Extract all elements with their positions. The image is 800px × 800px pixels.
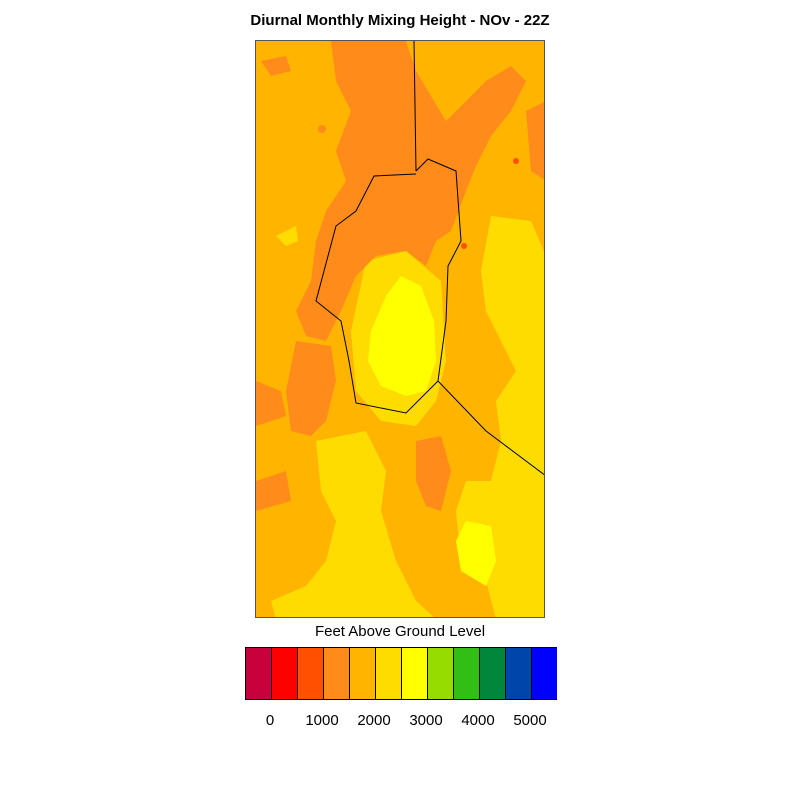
field-red-dot-2: [513, 158, 519, 164]
chart-title: Diurnal Monthly Mixing Height - NOv - 22…: [250, 12, 550, 29]
tick-label: 5000: [513, 712, 547, 729]
colorbar-swatch: [375, 647, 402, 700]
field-orange-southeast: [416, 436, 451, 511]
contour-map: [255, 40, 545, 618]
field-gold-small: [276, 226, 298, 246]
tick-label: 4000: [461, 712, 495, 729]
tick-label: 2000: [357, 712, 391, 729]
boundary-southeast-line: [437, 380, 544, 476]
colorbar-swatch: [427, 647, 454, 700]
tick-label: 3000: [409, 712, 443, 729]
colorbar: [245, 647, 557, 700]
field-orange-north: [296, 41, 526, 341]
legend-title: Feet Above Ground Level: [314, 623, 486, 640]
colorbar-swatch: [531, 647, 557, 700]
field-yellow-core: [368, 276, 436, 396]
colorbar-swatch: [323, 647, 350, 700]
boundary-county-outline: [315, 158, 462, 414]
field-orange-edge-west: [256, 381, 286, 426]
field-red-dot-3: [461, 243, 467, 249]
field-gold-south: [271, 431, 434, 617]
field-orange-northeast: [526, 102, 544, 180]
boundary-north-line: [413, 41, 417, 172]
tick-label: 0: [265, 712, 275, 729]
field-orange-west: [286, 341, 336, 436]
colorbar-swatch: [401, 647, 428, 700]
colorbar-swatch: [453, 647, 480, 700]
field-orange-southwest: [256, 471, 291, 511]
field-red-dot-1: [318, 125, 326, 133]
colorbar-swatch: [479, 647, 506, 700]
colorbar-swatch: [245, 647, 272, 700]
colorbar-swatch: [505, 647, 532, 700]
contour-map-svg: [256, 41, 544, 617]
colorbar-swatch: [349, 647, 376, 700]
colorbar-swatch: [297, 647, 324, 700]
tick-label: 1000: [305, 712, 339, 729]
field-yellow-south: [456, 521, 496, 586]
field-gold-east: [456, 216, 544, 617]
field-orange-nw-blob: [261, 56, 291, 76]
colorbar-swatch: [271, 647, 298, 700]
